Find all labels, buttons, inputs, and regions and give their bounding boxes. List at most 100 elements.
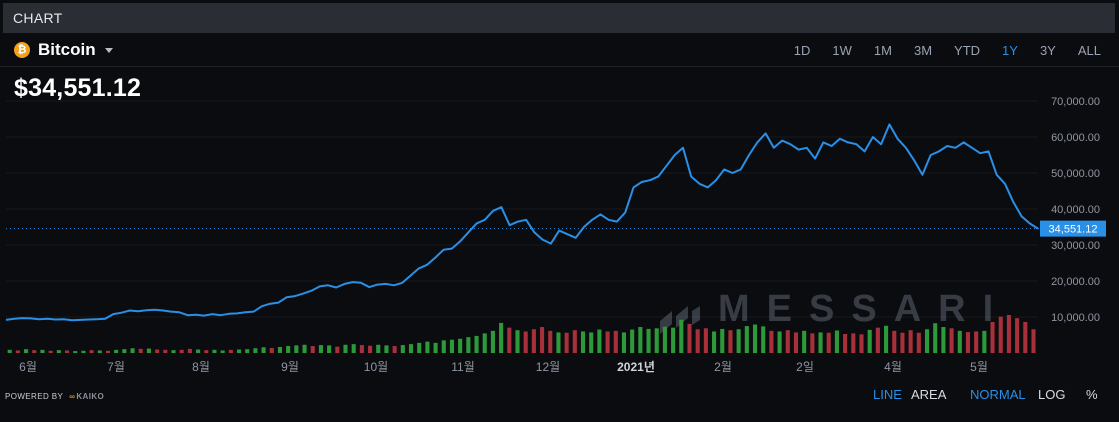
x-tick-label: 4월: [884, 360, 902, 374]
current-price-badge-label: 34,551.12: [1049, 224, 1098, 236]
volume-bar: [548, 330, 553, 353]
range-1m[interactable]: 1M: [873, 43, 892, 58]
scale-normal[interactable]: NORMAL: [970, 387, 1026, 402]
volume-bar: [908, 330, 913, 353]
volume-bar: [474, 335, 479, 353]
volume-bar: [752, 324, 758, 353]
bitcoin-icon: ₿: [14, 42, 30, 58]
volume-bar: [351, 344, 356, 353]
volume-bars: [7, 315, 1036, 353]
volume-bar: [851, 333, 856, 353]
volume-bar: [417, 342, 422, 353]
volume-bar: [564, 332, 569, 353]
volume-bar: [957, 330, 962, 353]
range-3y[interactable]: 3Y: [1039, 43, 1056, 58]
volume-bar: [89, 350, 94, 353]
chart-header: CHART: [3, 3, 1115, 33]
volume-bar: [40, 349, 45, 353]
volume-bar: [425, 341, 430, 353]
volume-bar: [130, 348, 135, 353]
y-tick-label: 50,000.00: [1051, 168, 1100, 180]
x-tick-label: 11월: [451, 360, 475, 374]
volume-bar: [589, 332, 594, 353]
volume-bar: [974, 331, 979, 353]
range-3m[interactable]: 3M: [913, 43, 933, 58]
volume-bar: [146, 348, 151, 353]
volume-bar: [228, 349, 233, 353]
chart-type-area[interactable]: AREA: [911, 387, 947, 402]
x-tick-label: 5월: [970, 360, 988, 374]
range-ytd[interactable]: YTD: [954, 43, 981, 58]
x-tick-label: 2일: [796, 360, 814, 374]
volume-bar: [48, 350, 53, 353]
volume-bar: [245, 349, 250, 353]
volume-bar: [556, 332, 561, 353]
scale-log[interactable]: LOG: [1038, 387, 1066, 402]
volume-bar: [695, 329, 700, 353]
volume-bar: [81, 350, 86, 353]
kaiko-name: KAIKO: [76, 392, 105, 401]
volume-bar: [998, 316, 1003, 353]
volume-bar: [1006, 315, 1011, 353]
volume-bar: [277, 346, 283, 353]
volume-bar: [654, 328, 659, 353]
kaiko-logo-mark: ∞: [69, 392, 76, 401]
volume-bar: [810, 333, 815, 353]
volume-bar: [761, 326, 766, 353]
volume-bar: [884, 325, 889, 353]
volume-bar: [400, 345, 405, 353]
volume-bar: [859, 334, 864, 353]
volume-bar: [621, 332, 627, 353]
volume-bar: [138, 348, 143, 353]
volume-bar: [204, 350, 209, 353]
volume-bar: [916, 332, 921, 353]
volume-bar: [818, 332, 823, 353]
volume-bar: [294, 345, 299, 353]
volume-bar: [605, 331, 610, 353]
range-all[interactable]: ALL: [1077, 43, 1101, 58]
volume-bar: [1031, 329, 1036, 353]
volume-bar: [924, 329, 930, 353]
volume-bar: [56, 350, 61, 353]
watermark-text: MESSARI: [718, 288, 1010, 330]
price-line: [5, 123, 1039, 322]
volume-bar: [310, 346, 315, 353]
volume-bar: [155, 349, 160, 353]
range-1d[interactable]: 1D: [793, 43, 811, 58]
y-tick-label: 10,000.00: [1051, 312, 1100, 324]
volume-bar: [646, 328, 651, 353]
volume-bar: [105, 350, 111, 353]
volume-bar: [515, 330, 520, 353]
volume-bar: [769, 330, 774, 353]
volume-bar: [720, 328, 725, 353]
chart-header-title: CHART: [13, 10, 63, 26]
chart-type-line[interactable]: LINE: [873, 387, 902, 402]
volume-bar: [490, 330, 495, 353]
range-1y[interactable]: 1Y: [1002, 43, 1018, 58]
volume-bar: [613, 330, 618, 353]
price-chart[interactable]: MESSARI 10,000.00 20,000.00 30,000.00 40,00…: [0, 66, 1119, 384]
x-tick-label: 8월: [192, 360, 210, 374]
asset-selector[interactable]: ₿ Bitcoin: [14, 40, 113, 60]
messari-watermark: MESSARI: [660, 288, 1010, 334]
x-tick-label: 12월: [536, 360, 560, 374]
volume-bar: [941, 327, 946, 353]
volume-bar: [662, 326, 667, 353]
x-axis: 6월 7월 8월 9월 10월 11월 12월 2021년 2월 2일 4월 5월: [19, 360, 988, 374]
kaiko-logo: ∞KAIKO: [69, 392, 104, 401]
volume-bar: [982, 330, 987, 353]
chevron-down-icon[interactable]: [104, 47, 113, 53]
volume-bar: [728, 330, 733, 353]
volume-bar: [875, 327, 880, 353]
scale-percent[interactable]: %: [1086, 387, 1098, 402]
volume-bar: [179, 349, 184, 353]
volume-bar: [703, 328, 708, 353]
volume-bar: [376, 344, 381, 353]
volume-bar: [802, 330, 807, 353]
volume-bar: [679, 319, 684, 353]
volume-bar: [64, 350, 70, 353]
range-1w[interactable]: 1W: [832, 43, 852, 58]
volume-bar: [482, 333, 487, 353]
volume-bar: [318, 345, 323, 353]
volume-bar: [220, 350, 225, 353]
